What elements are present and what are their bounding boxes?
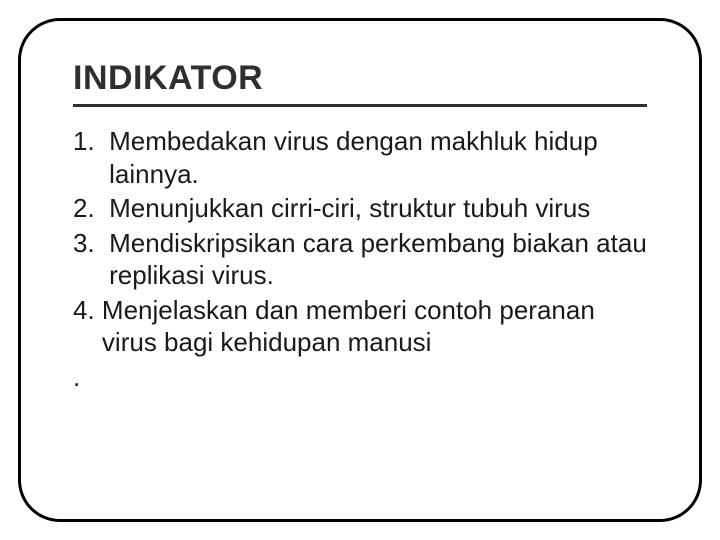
- list-item: 4. Menjelaskan dan memberi contoh perana…: [73, 294, 647, 359]
- slide-title: INDIKATOR: [73, 59, 647, 107]
- list-item: 3. Mendiskripsikan cara perkembang biaka…: [73, 227, 647, 292]
- content-list: 1. Membedakan virus dengan makhluk hidup…: [73, 125, 647, 393]
- item-number: 4.: [73, 294, 102, 359]
- item-text: Membedakan virus dengan makhluk hidup la…: [109, 125, 647, 190]
- item-text: Mendiskripsikan cara perkembang biakan a…: [109, 227, 647, 292]
- item-number: 3.: [73, 227, 109, 292]
- trailing-dot: .: [73, 361, 647, 394]
- list-item: 1. Membedakan virus dengan makhluk hidup…: [73, 125, 647, 190]
- item-number: 2.: [73, 192, 109, 225]
- slide-frame: INDIKATOR 1. Membedakan virus dengan mak…: [18, 18, 702, 522]
- item-number: 1.: [73, 125, 109, 190]
- item-text: Menjelaskan dan memberi contoh peranan v…: [102, 294, 647, 359]
- item-text: Menunjukkan cirri-ciri, struktur tubuh v…: [109, 192, 647, 225]
- list-item: 2. Menunjukkan cirri-ciri, struktur tubu…: [73, 192, 647, 225]
